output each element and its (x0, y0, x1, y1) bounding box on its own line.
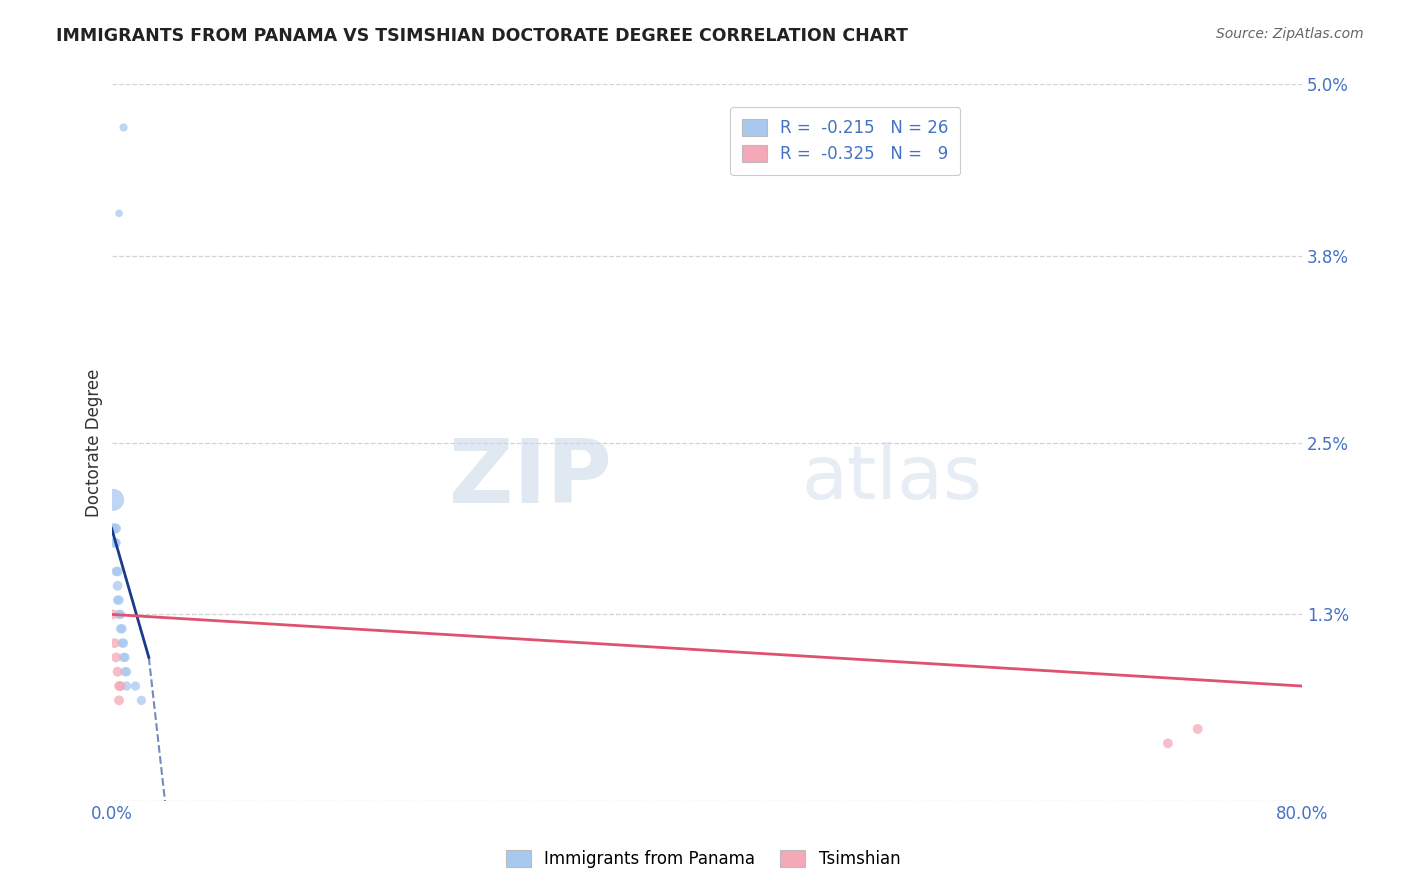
Text: ZIP: ZIP (449, 434, 612, 522)
Point (114, 665, 136, 679)
Point (108, 693, 131, 707)
Point (111, 622, 134, 636)
Text: atlas: atlas (801, 442, 983, 515)
Legend: R =  -0.215   N = 26, R =  -0.325   N =   9: R = -0.215 N = 26, R = -0.325 N = 9 (730, 107, 960, 175)
Point (108, 679, 131, 693)
Point (108, 206, 131, 220)
Point (1157, 736, 1180, 750)
Point (1187, 722, 1209, 736)
Point (107, 593, 129, 607)
Point (107, 579, 129, 593)
Point (108, 607, 131, 622)
Point (107, 665, 129, 679)
Point (110, 607, 132, 622)
Point (124, 679, 146, 693)
Point (105, 650, 128, 665)
Legend: Immigrants from Panama, Tsimshian: Immigrants from Panama, Tsimshian (499, 843, 907, 875)
Point (107, 565, 129, 579)
Text: IMMIGRANTS FROM PANAMA VS TSIMSHIAN DOCTORATE DEGREE CORRELATION CHART: IMMIGRANTS FROM PANAMA VS TSIMSHIAN DOCT… (56, 27, 908, 45)
Point (104, 536, 127, 550)
Point (104, 636, 127, 650)
Point (112, 650, 135, 665)
Point (105, 536, 128, 550)
Point (112, 120, 135, 135)
Point (115, 679, 138, 693)
Point (115, 665, 138, 679)
Point (101, 492, 124, 507)
Point (110, 622, 132, 636)
Point (108, 593, 131, 607)
Point (101, 607, 124, 622)
Point (110, 679, 132, 693)
Point (101, 521, 124, 535)
Point (111, 636, 134, 650)
Point (105, 521, 128, 535)
Point (104, 521, 127, 535)
Point (114, 650, 136, 665)
Y-axis label: Doctorate Degree: Doctorate Degree (86, 368, 103, 516)
Point (112, 636, 135, 650)
Point (105, 565, 128, 579)
Point (131, 693, 153, 707)
Text: Source: ZipAtlas.com: Source: ZipAtlas.com (1216, 27, 1364, 41)
